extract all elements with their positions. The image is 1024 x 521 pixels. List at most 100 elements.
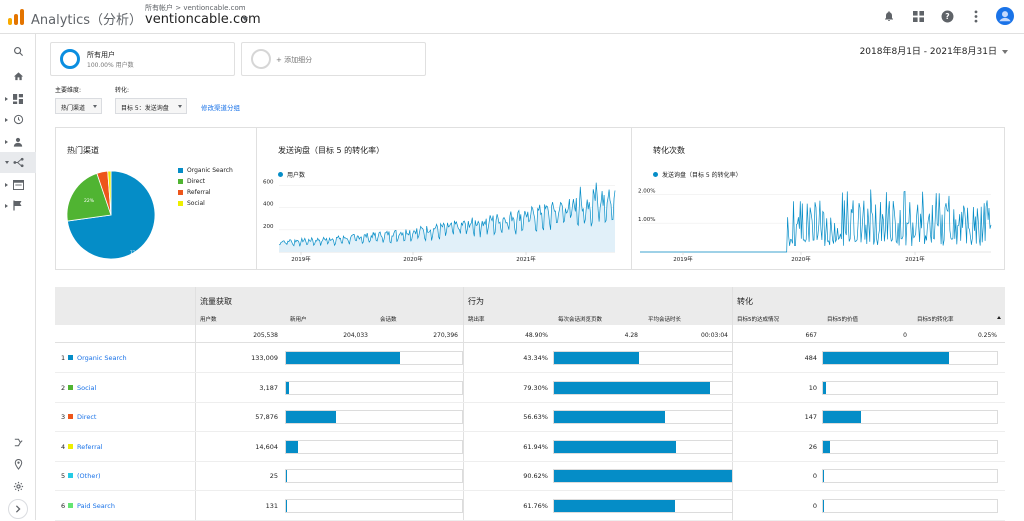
discover-icon[interactable] (0, 454, 36, 475)
legend-swatch (178, 168, 183, 173)
chevron-down-icon[interactable] (242, 17, 248, 21)
series-line[interactable] (640, 189, 992, 253)
table-header (55, 287, 1005, 325)
y-tick-label: 200 (263, 224, 274, 230)
goal-bar-track (822, 469, 998, 483)
users-bar-track (285, 410, 463, 424)
col-goal-value[interactable]: 目标5的价值 (827, 317, 858, 323)
totals-row: 205,538 204,033 270,396 48.90% 4.28 00:0… (55, 326, 1005, 343)
table-row: 2 Social 3,187 79.30% 10 (55, 374, 1005, 403)
sort-ascending-icon[interactable] (997, 316, 1001, 319)
row-color-swatch (68, 355, 73, 360)
apps-grid-icon[interactable] (909, 7, 927, 25)
segment-all-users[interactable]: 所有用户 100.00% 用户数 (50, 42, 235, 76)
col-bounce-rate[interactable]: 跳出率 (468, 317, 485, 323)
more-vert-icon[interactable] (967, 7, 985, 25)
segment-circle-icon (251, 49, 271, 69)
account-selector[interactable]: ventioncable.com (145, 12, 261, 27)
pie-legend-item[interactable]: Referral (178, 189, 211, 196)
pie-title: 热门渠道 (67, 146, 99, 155)
bar-fill (823, 352, 950, 364)
bar-fill (554, 381, 710, 394)
customization-nav[interactable] (0, 88, 36, 109)
help-icon[interactable]: ? (938, 7, 956, 25)
left-nav (0, 34, 36, 520)
cell-bounce-rate: 61.94% (523, 442, 548, 451)
col-avg-session-duration[interactable]: 平均会话时长 (648, 317, 682, 323)
col-new-users[interactable]: 新用户 (290, 317, 307, 323)
expand-arrow-icon (5, 117, 8, 122)
explorer-table: 流量获取 行为 转化 用户数 新用户 会话数 跳出率 每次会话浏览页数 平均会话… (55, 287, 1005, 521)
row-color-swatch (68, 502, 73, 508)
conversion-chart-title: 转化次数 (653, 146, 685, 155)
search-icon[interactable] (0, 41, 36, 62)
conversion-select[interactable]: 目标 5：发送询盘 (115, 98, 187, 114)
col-goal-conversion-rate[interactable]: 目标5的转化率 (917, 317, 954, 323)
bounce-bar-track (553, 498, 733, 513)
y-tick-label: 2.00% (638, 188, 655, 194)
date-range-picker[interactable]: 2018年8月1日 - 2021年8月31日 (860, 44, 1008, 57)
modify-channel-grouping-link[interactable]: 修改渠道分组 (201, 104, 240, 112)
col-sessions[interactable]: 会话数 (380, 317, 397, 323)
pie-legend-item[interactable]: Direct (178, 178, 205, 185)
cell-goal-completions: 147 (804, 413, 817, 421)
col-users[interactable]: 用户数 (200, 317, 217, 323)
expand-nav-button[interactable] (8, 499, 28, 519)
series-line[interactable] (278, 182, 616, 247)
pie-legend-item[interactable]: Social (178, 200, 205, 207)
cell-goal-completions: 26 (808, 442, 817, 451)
col-goal-completions[interactable]: 目标5的达成情况 (737, 317, 779, 323)
realtime-nav[interactable] (0, 109, 36, 130)
bar-fill (286, 411, 336, 423)
legend-swatch (178, 201, 183, 206)
segment-title: 所有用户 (87, 51, 115, 59)
behavior-nav[interactable] (0, 174, 36, 195)
channel-link[interactable]: Paid Search (77, 501, 115, 510)
row-color-swatch (68, 414, 73, 419)
legend-dot-icon (653, 172, 658, 177)
channel-link[interactable]: Referral (77, 442, 103, 451)
legend-label: Organic Search (187, 167, 233, 174)
cell-goal-completions: 0 (812, 472, 817, 480)
pie-legend-item[interactable]: Organic Search (178, 167, 233, 174)
notifications-bell-icon[interactable] (880, 7, 898, 25)
add-segment-button[interactable]: + 添加细分 (241, 42, 426, 76)
total-avg-session-duration: 00:03:04 (701, 332, 728, 339)
home-icon[interactable] (0, 66, 36, 87)
pie-panel: 热门渠道 72.8% 22% Organic Search Direct Referr… (56, 128, 256, 269)
collapse-arrow-icon (5, 161, 9, 164)
conversion-legend: 发送询盘（目标 5 的转化率） (653, 170, 742, 179)
channel-link[interactable]: Social (77, 383, 97, 392)
pie-slice[interactable] (66, 172, 112, 222)
pie-slice-label: 22% (84, 198, 95, 204)
pie-slice-label: 72.8% (130, 250, 145, 256)
table-row: 1 Organic Search 133,009 43.34% 484 (55, 344, 1005, 373)
pie-slice[interactable] (107, 170, 112, 216)
bounce-bar-track (553, 439, 733, 454)
channel-link[interactable]: Direct (77, 413, 97, 421)
goal-bar-track (822, 380, 998, 395)
account-breadcrumb[interactable]: 所有帐户 > ventioncable.com (145, 4, 246, 12)
expand-arrow-icon (5, 182, 8, 187)
primary-dimension-select[interactable]: 热门渠道 (55, 98, 102, 114)
analytics-logo-icon[interactable] (8, 9, 24, 25)
channel-link[interactable]: (Other) (77, 472, 101, 480)
sessions-area-chart: 600 400 200 2019年 2020年 2021年 (263, 180, 616, 263)
col-pages-per-session[interactable]: 每次会话浏览页数 (558, 317, 603, 323)
account-avatar-icon[interactable] (996, 7, 1014, 25)
segment-subtitle: 100.00% 用户数 (87, 62, 134, 69)
acquisition-nav[interactable] (0, 152, 36, 173)
primary-dimension-label: 主要维度: (55, 87, 82, 94)
bar-fill (286, 381, 289, 394)
bounce-bar-track (553, 469, 733, 483)
legend-label: Direct (187, 178, 205, 185)
sessions-legend-label: 用户数 (287, 172, 306, 179)
group-behavior: 行为 (468, 297, 484, 306)
audience-nav[interactable] (0, 131, 36, 152)
sessions-chart-panel: 发送询盘（目标 5 的转化率） 用户数 600 400 200 2019年 2020年 2… (256, 128, 631, 269)
conversions-nav[interactable] (0, 195, 36, 216)
channel-link[interactable]: Organic Search (77, 354, 127, 362)
x-tick-label: 2021年 (516, 255, 536, 263)
attribution-icon[interactable] (0, 432, 36, 453)
settings-gear-icon[interactable] (0, 476, 36, 497)
